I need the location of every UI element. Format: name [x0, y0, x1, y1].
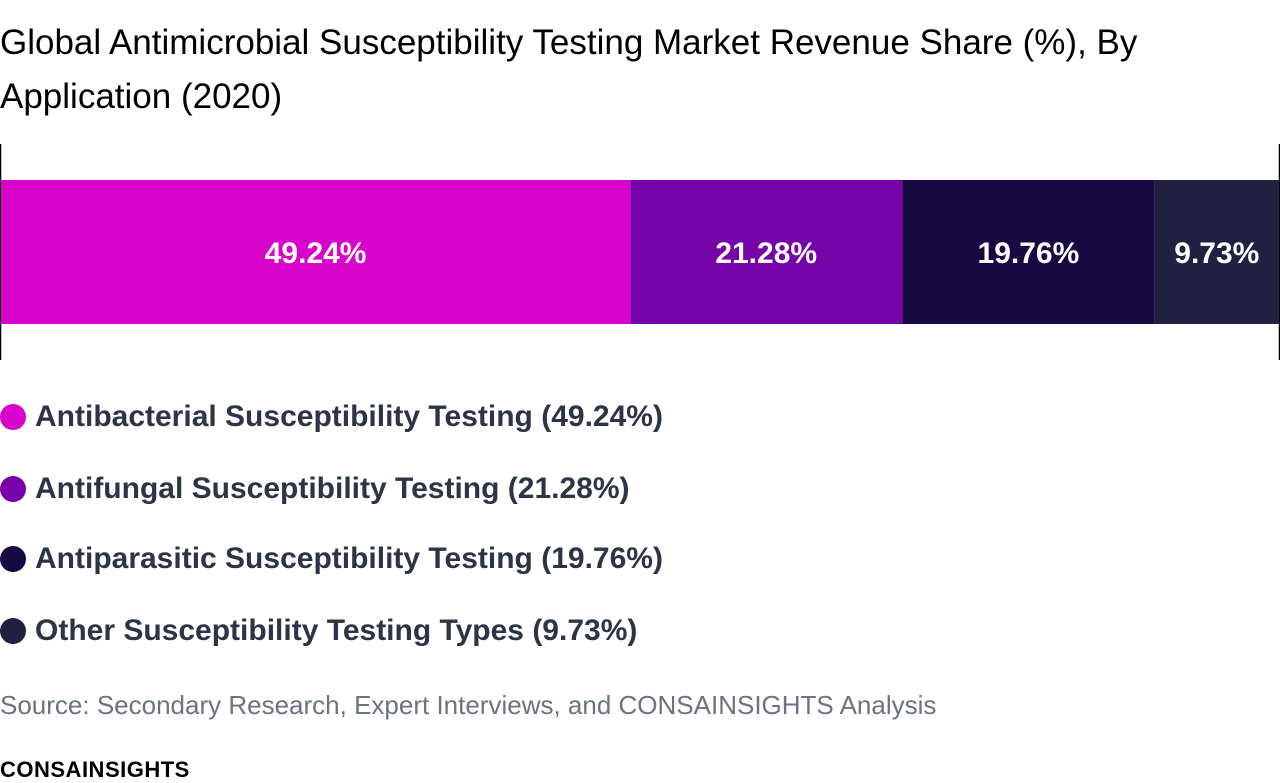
- source-note: Source: Secondary Research, Expert Inter…: [0, 690, 937, 720]
- legend-item-other: Other Susceptibility Testing Types (9.73…: [0, 595, 637, 667]
- legend-swatch-antibacterial: [0, 404, 26, 430]
- legend-swatch-antifungal: [0, 476, 26, 502]
- bar-segment-antifungal: [630, 180, 903, 324]
- brand-logo: CONSAINSIGHTS: [0, 757, 190, 782]
- legend-swatch-antiparasitic: [0, 546, 26, 572]
- legend-label-other: Other Susceptibility Testing Types (9.73…: [35, 614, 638, 647]
- chart-title: Global Antimicrobial Susceptibility Test…: [0, 23, 1138, 116]
- legend-swatch-other: [0, 618, 26, 644]
- bar-segment-antibacterial: [1, 180, 631, 324]
- legend-item-antifungal: Antifungal Susceptibility Testing (21.28…: [0, 453, 630, 525]
- bar-label-other: 9.73%: [1174, 237, 1259, 270]
- legend-item-antibacterial: Antibacterial Susceptibility Testing (49…: [0, 381, 663, 453]
- bar-label-antifungal: 21.28%: [715, 237, 817, 270]
- bar-segment-other: [1154, 180, 1279, 324]
- legend-item-antiparasitic: Antiparasitic Susceptibility Testing (19…: [0, 523, 663, 595]
- legend-label-antiparasitic: Antiparasitic Susceptibility Testing (19…: [35, 542, 663, 575]
- legend-label-antifungal: Antifungal Susceptibility Testing (21.28…: [35, 472, 630, 505]
- legend-label-antibacterial: Antibacterial Susceptibility Testing (49…: [35, 400, 663, 433]
- chart-area: 49.24% 21.28% 19.76% 9.73%: [0, 144, 1280, 360]
- stacked-bar-chart: 49.24% 21.28% 19.76% 9.73%: [0, 144, 1280, 360]
- bar-segment-antiparasitic: [902, 180, 1155, 324]
- bar-label-antibacterial: 49.24%: [265, 237, 367, 270]
- bar-label-antiparasitic: 19.76%: [978, 237, 1080, 270]
